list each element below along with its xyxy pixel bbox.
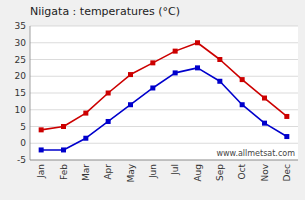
- series-line: [41, 43, 287, 130]
- plot-background: [30, 26, 298, 160]
- x-tick-label: May: [126, 163, 136, 182]
- grid-line: [30, 26, 298, 27]
- point-marker: [173, 70, 178, 75]
- x-tick-label: Aug: [193, 164, 203, 182]
- point-marker: [61, 147, 66, 152]
- point-marker: [240, 102, 245, 107]
- watermark: www.allmetsat.com: [217, 149, 296, 158]
- x-tick-label: Feb: [59, 164, 69, 180]
- plot-area: [39, 40, 290, 152]
- point-marker: [106, 91, 111, 96]
- point-marker: [195, 65, 200, 70]
- x-tick-label: Jul: [170, 164, 180, 176]
- chart-svg: Niigata : temperatures (°C) -5 0 5 10 15 20 25 3…: [0, 0, 305, 200]
- y-tick-label: 35: [15, 21, 26, 31]
- point-marker: [262, 96, 267, 101]
- grid-line: [30, 59, 298, 60]
- x-tick-label: Jun: [148, 164, 158, 179]
- point-marker: [195, 40, 200, 45]
- point-marker: [39, 127, 44, 132]
- point-marker: [83, 111, 88, 116]
- point-marker: [128, 102, 133, 107]
- x-axis-line: [30, 160, 298, 161]
- grid-line: [30, 126, 298, 127]
- x-tick-label: Oct: [237, 164, 247, 180]
- y-tick-label: -5: [17, 155, 26, 165]
- series-line: [41, 68, 287, 150]
- y-tick-label: 25: [15, 55, 26, 65]
- point-marker: [262, 121, 267, 126]
- y-tick-label: 15: [15, 88, 26, 98]
- point-marker: [150, 60, 155, 65]
- grid-line: [30, 109, 298, 110]
- point-marker: [217, 79, 222, 84]
- point-marker: [128, 72, 133, 77]
- grid-line: [30, 160, 298, 161]
- x-tick-label: Apr: [103, 164, 113, 180]
- background: [0, 0, 305, 200]
- x-tick-label: Nov: [260, 163, 270, 181]
- x-tick-label: Sep: [215, 164, 225, 181]
- y-tick-label: 30: [15, 38, 27, 48]
- point-marker: [61, 124, 66, 129]
- grid-line: [30, 143, 298, 144]
- point-marker: [83, 136, 88, 141]
- x-tick-label: Jan: [36, 164, 46, 179]
- point-marker: [106, 119, 111, 124]
- grid-line: [30, 76, 298, 77]
- point-marker: [150, 85, 155, 90]
- y-tick-label: 5: [20, 122, 26, 132]
- y-axis-line: [30, 26, 31, 160]
- chart-container: Niigata : temperatures (°C) -5 0 5 10 15 20 25 3…: [0, 0, 305, 200]
- point-marker: [284, 134, 289, 139]
- y-tick-label: 20: [15, 71, 27, 81]
- y-tick-label: 0: [20, 138, 26, 148]
- title: Niigata : temperatures (°C): [30, 5, 180, 18]
- point-marker: [240, 77, 245, 82]
- point-marker: [173, 49, 178, 54]
- point-marker: [217, 57, 222, 62]
- y-tick-label: 10: [15, 105, 27, 115]
- x-tick-label: Dec: [282, 164, 292, 181]
- point-marker: [39, 147, 44, 152]
- x-tick-label: Mar: [81, 164, 91, 181]
- point-marker: [284, 114, 289, 119]
- grid-line: [30, 42, 298, 43]
